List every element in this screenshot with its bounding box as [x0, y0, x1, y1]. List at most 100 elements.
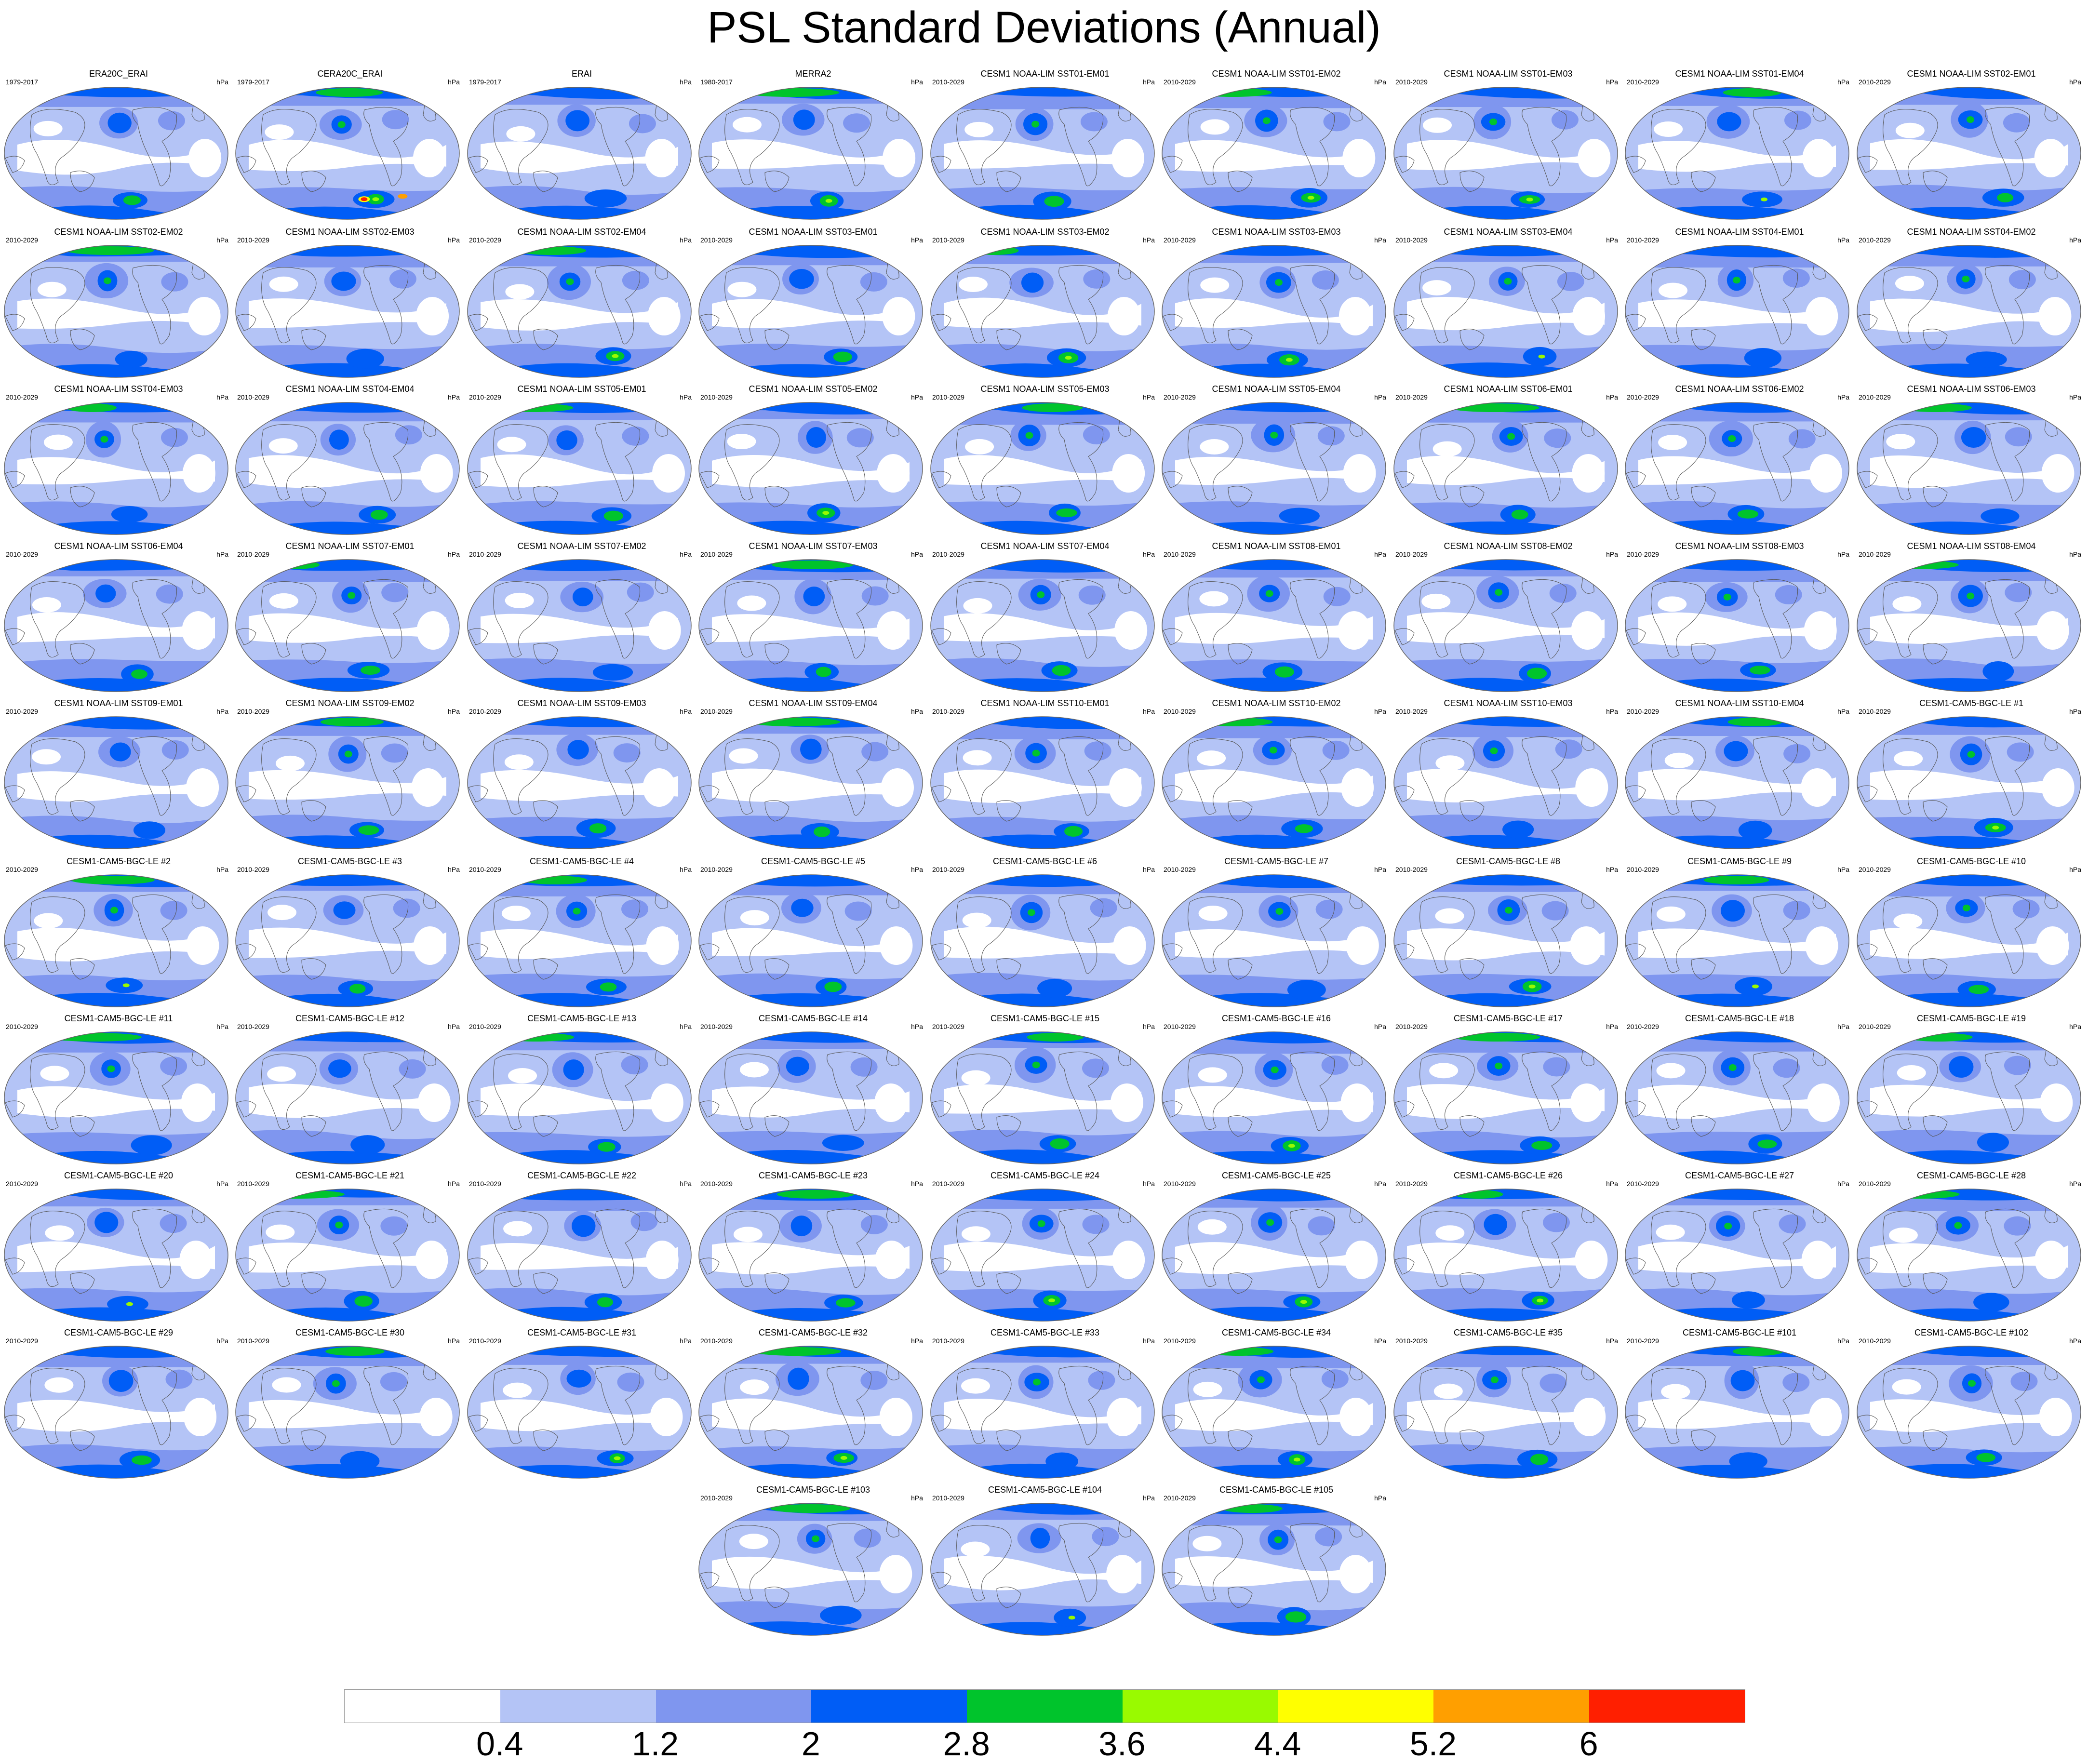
- map-panel: CESM1 NOAA-LIM SST03-EM04 2010-2029 hPa: [1392, 227, 1624, 383]
- arctic-green: [969, 246, 1019, 255]
- panel-years: 2010-2029: [932, 78, 964, 86]
- atlantic-low: [1345, 1241, 1378, 1279]
- panel-years: 2010-2029: [1164, 708, 1196, 715]
- landmass-outline: [1188, 424, 1243, 501]
- spacific-peak: [1761, 197, 1768, 201]
- north-max: [931, 717, 1154, 729]
- map-globe: [4, 874, 228, 1007]
- spacific-peak: [1537, 1298, 1544, 1303]
- spacific-peak: [122, 983, 130, 988]
- natlantic: [1312, 270, 1339, 290]
- panel-title: CESM1-CAM5-BGC-LE #12: [295, 1014, 405, 1023]
- landmass-outline: [1691, 486, 1716, 508]
- panel-title: CESM1-CAM5-BGC-LE #104: [988, 1485, 1102, 1495]
- natlantic: [861, 586, 889, 606]
- globe-border: [467, 87, 692, 220]
- tropics-low: [481, 770, 678, 802]
- npacific-peak: [1968, 1380, 1976, 1387]
- landmass-outline: [132, 265, 177, 345]
- npacific-peak: [103, 277, 111, 284]
- panel-units: hPa: [2069, 1337, 2081, 1345]
- map-globe: [1625, 402, 1849, 535]
- panel-years: 2010-2029: [1627, 1180, 1659, 1188]
- landmass-outline: [1985, 579, 2030, 659]
- map-globe: [4, 1189, 228, 1322]
- tropics-low: [481, 299, 678, 331]
- map-globe: [235, 402, 460, 535]
- npacific-core: [95, 584, 116, 603]
- landmass-outline: [1228, 958, 1253, 980]
- npacific-peak: [1033, 1378, 1041, 1386]
- landmass-outline: [1394, 1415, 1415, 1432]
- landmass-outline: [699, 156, 720, 173]
- npacific-core: [791, 898, 814, 917]
- landmass-outline: [236, 1100, 256, 1118]
- spacific-peak: [1065, 356, 1072, 360]
- panel-years: 2010-2029: [6, 1337, 38, 1345]
- map-panel: CESM1-CAM5-BGC-LE #6 2010-2029 hPa: [929, 856, 1161, 1013]
- panel-title: CESM1-CAM5-BGC-LE #14: [758, 1014, 868, 1023]
- spacific-green: [600, 982, 617, 992]
- landmass-outline: [996, 643, 1021, 665]
- landmass-outline: [301, 1115, 326, 1137]
- natlantic: [1083, 425, 1110, 445]
- atlantic-low: [645, 1241, 679, 1279]
- npacific-core: [563, 1059, 584, 1081]
- globe-border: [1625, 245, 1849, 378]
- spacific-green: [132, 1455, 152, 1465]
- asia-low: [267, 1066, 296, 1082]
- atlantic-low: [1801, 1241, 1834, 1279]
- landmass-outline: [764, 1430, 790, 1451]
- npacific-peak: [1491, 1376, 1499, 1383]
- panel-units: hPa: [1837, 866, 1849, 873]
- tropics-low: [712, 1242, 910, 1275]
- landmass-outline: [764, 329, 790, 350]
- natlantic: [1557, 272, 1584, 292]
- panel-title: CESM1 NOAA-LIM SST10-EM02: [1212, 698, 1341, 708]
- atlantic-low: [1343, 454, 1376, 493]
- landmass-outline: [595, 1051, 641, 1131]
- landmass-outline: [931, 785, 951, 802]
- landmass-outline: [261, 109, 317, 186]
- landmass-outline: [1163, 628, 1183, 645]
- panel-years: 2010-2029: [237, 236, 269, 244]
- map-globe: [467, 874, 692, 1007]
- globe-border: [698, 1503, 923, 1636]
- map-panel: CESM1 NOAA-LIM SST04-EM04 2010-2029 hPa: [234, 384, 466, 540]
- map-panel: CESM1 NOAA-LIM SST10-EM03 2010-2029 hPa: [1392, 698, 1624, 855]
- npacific-core: [793, 109, 815, 130]
- map-globe: [930, 1346, 1155, 1479]
- asia-low: [268, 438, 298, 454]
- panel-units: hPa: [680, 708, 692, 715]
- landmass-outline: [261, 738, 317, 815]
- panel-years: 2010-2029: [1164, 1494, 1196, 1502]
- map-globe: [235, 245, 460, 378]
- landmass-outline: [1858, 156, 1878, 173]
- npacific-core: [329, 429, 349, 450]
- panel-title: CESM1-CAM5-BGC-LE #11: [64, 1014, 173, 1023]
- atlantic-low: [2041, 454, 2075, 493]
- landmass-outline: [1923, 171, 1948, 192]
- globe-border: [1162, 1031, 1386, 1164]
- globe-border: [930, 716, 1155, 849]
- tropics-low: [17, 298, 215, 329]
- north-max: [1857, 87, 2081, 99]
- landmass-outline: [1163, 1572, 1183, 1589]
- south-deep: [1190, 834, 1373, 849]
- landmass-outline: [5, 628, 25, 645]
- panel-years: 2010-2029: [6, 1023, 38, 1030]
- panel-title: CESM1-CAM5-BGC-LE #26: [1453, 1171, 1563, 1180]
- panel-years: 2010-2029: [1395, 78, 1428, 86]
- panel-years: 2010-2029: [237, 393, 269, 401]
- map-panel: CESM1 NOAA-LIM SST03-EM03 2010-2029 hPa: [1161, 227, 1392, 383]
- panel-years: 2010-2029: [1627, 236, 1659, 244]
- landmass-outline: [764, 1272, 790, 1294]
- landmass-outline: [764, 643, 790, 665]
- npacific-core: [789, 269, 814, 289]
- landmass-outline: [1522, 265, 1567, 345]
- natlantic: [629, 114, 656, 134]
- natlantic: [2003, 113, 2030, 133]
- tropics-low: [712, 139, 910, 169]
- south-deep: [495, 993, 678, 1007]
- tropics-low: [712, 928, 910, 956]
